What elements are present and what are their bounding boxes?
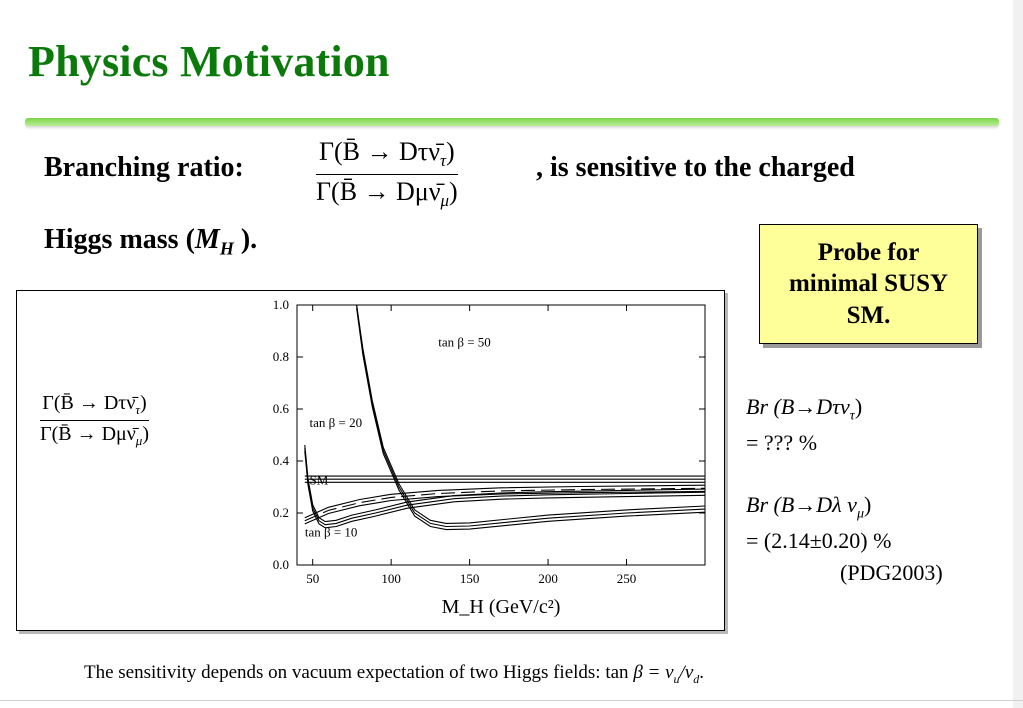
series-line [304, 484, 706, 519]
ratio-formula-side: Γ(B̄ → Dτν̄τ) Γ(B̄ → Dμν̄μ) [40, 392, 149, 449]
x-tick-label: 200 [538, 571, 558, 586]
side-fraction-bar [40, 420, 149, 421]
callout-line-2: minimal SUSY [788, 270, 949, 298]
annotation-label: tan β = 20 [310, 415, 363, 430]
series-line [356, 308, 706, 531]
br-tau-value: = ??? % [746, 429, 818, 455]
lead-tail: , is sensitive to the charged [536, 152, 855, 183]
y-tick-label: 0.2 [273, 505, 289, 520]
br-mu-block: Br (B→Dλ νμ) = (2.14±0.20) % (PDG2003) [746, 489, 943, 588]
plot-area: 0.0 0.2 0.4 0.6 0.8 1.0 50 100 150 200 250 M_H (GeV… [243, 291, 713, 630]
bottom-divider [0, 700, 1023, 701]
series-line [356, 304, 706, 524]
series-line [356, 304, 706, 528]
higgs-mass-line: Higgs mass (MH ). [44, 224, 258, 259]
side-ratio-numerator: Γ(B̄ → Dτν̄τ) [42, 392, 147, 417]
lead-label: Branching ratio: [44, 152, 244, 183]
callout-line-1: Probe for [817, 239, 920, 267]
ratio-numerator: Γ(B̄ → Dτν̄τ) [318, 137, 455, 171]
y-tick-label: 1.0 [273, 297, 289, 312]
slide-title: Physics Motivation [28, 37, 390, 86]
side-ratio-denominator: Γ(B̄ → Dμν̄μ) [40, 423, 149, 448]
y-tick-label: 0.0 [273, 557, 289, 572]
x-tick-label: 250 [617, 571, 637, 586]
series-line [304, 451, 706, 529]
x-tick-label: 50 [306, 571, 319, 586]
susy-callout-box: Probe for minimal SUSY SM. [759, 224, 978, 344]
br-mu-value: = (2.14±0.20) % [746, 527, 892, 553]
figure-panel: 0.0 0.2 0.4 0.6 0.8 1.0 50 100 150 200 250 M_H (GeV… [16, 290, 725, 631]
title-underline [25, 118, 999, 126]
callout-line-3: SM. [846, 301, 891, 329]
br-tau-label: Br (B→Dτντ) [746, 394, 863, 424]
x-axis-label: M_H (GeV/c²) [442, 596, 561, 618]
ratio-fraction-bar [316, 174, 458, 176]
x-tick-label: 100 [381, 571, 401, 586]
series-line [304, 487, 706, 522]
series-line [304, 490, 706, 525]
annotation-label: SM [310, 472, 329, 487]
br-tau-block: Br (B→Dτντ) = ??? % [746, 391, 862, 459]
series-line [304, 444, 706, 523]
ratio-formula-top: Γ(B̄ → Dτν̄τ) Γ(B̄ → Dμν̄μ) [316, 137, 458, 211]
footer-note: The sensitivity depends on vacuum expect… [84, 662, 705, 686]
x-tick-label: 150 [460, 571, 480, 586]
y-tick-label: 0.8 [273, 349, 289, 364]
slide-edge-strip [1013, 0, 1023, 708]
y-tick-label: 0.6 [273, 401, 290, 416]
y-tick-label: 0.4 [273, 453, 290, 468]
br-mu-source: (PDG2003) [840, 559, 943, 585]
series-line [304, 447, 706, 526]
plot-frame [296, 304, 706, 566]
ratio-denominator: Γ(B̄ → Dμν̄μ) [316, 177, 458, 211]
branching-ratio-chart: 0.0 0.2 0.4 0.6 0.8 1.0 50 100 150 200 250 M_H (GeV… [273, 297, 706, 618]
br-mu-label: Br (B→Dλ νμ) [746, 492, 872, 522]
annotation-label: tan β = 50 [438, 335, 491, 350]
annotation-label: tan β = 10 [305, 524, 358, 539]
